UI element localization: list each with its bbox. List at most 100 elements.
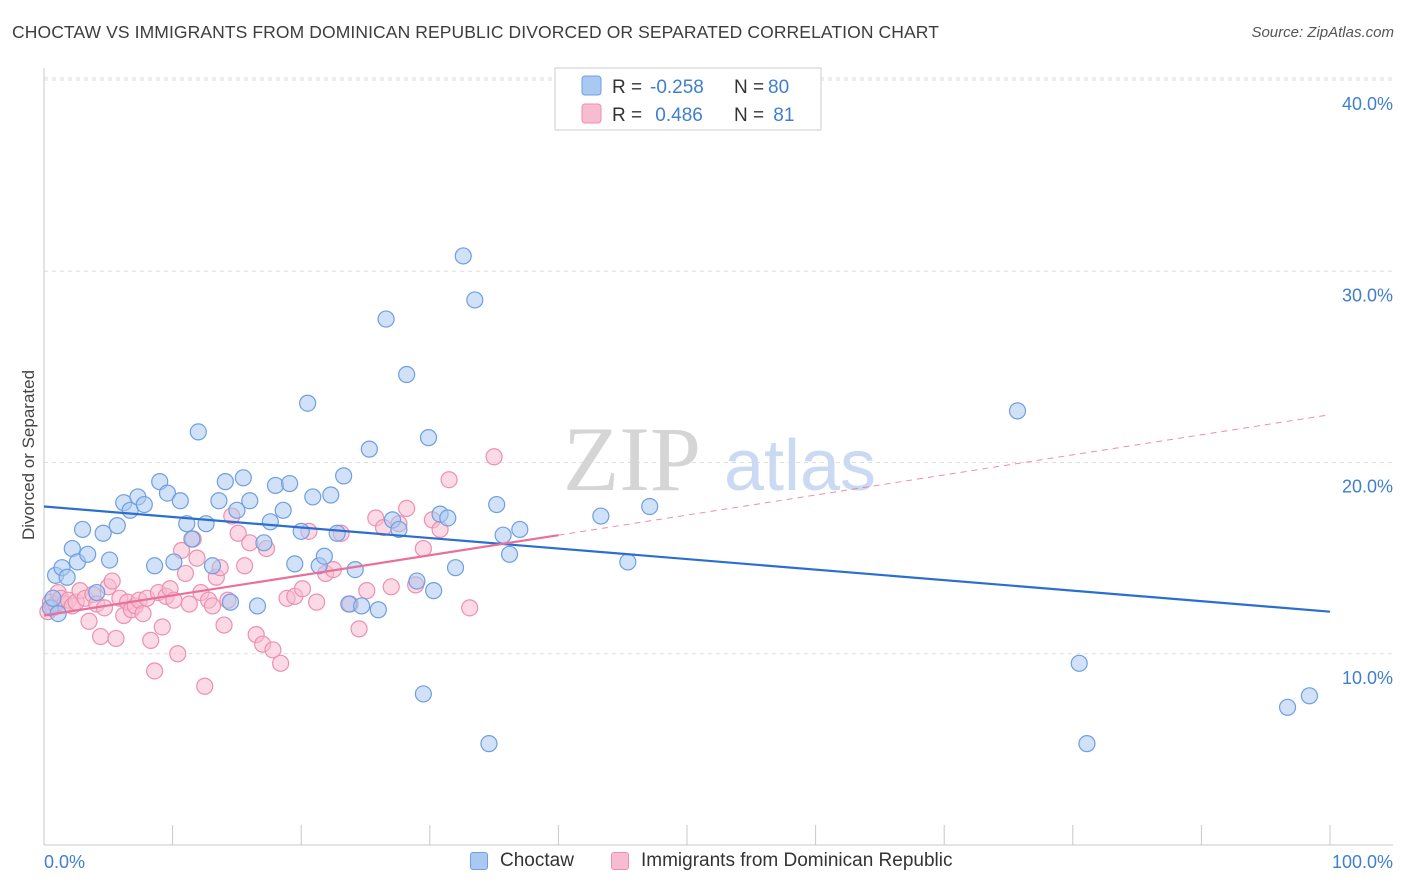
choctaw-point <box>171 492 189 510</box>
choctaw-point <box>73 520 92 539</box>
choctaw-point <box>228 501 246 519</box>
choctaw-point <box>183 530 201 548</box>
dominican-point <box>188 549 206 567</box>
legend-swatch-dominican <box>581 103 602 124</box>
choctaw-point <box>135 495 153 514</box>
dominican-point <box>461 599 479 617</box>
choctaw-point <box>641 497 659 516</box>
legend-n-label-1: N = <box>734 77 769 98</box>
choctaw-point <box>425 582 443 600</box>
legend-r-label-2: R = <box>612 105 647 126</box>
choctaw-point <box>100 551 119 569</box>
dominican-point <box>308 593 326 611</box>
dominican-point <box>236 557 254 575</box>
dominican-point <box>215 616 233 634</box>
choctaw-point <box>165 553 183 571</box>
dominican-point <box>272 654 290 672</box>
choctaw-point <box>1078 735 1096 753</box>
chart-title: CHOCTAW VS IMMIGRANTS FROM DOMINICAN REP… <box>12 22 939 42</box>
dominican-point <box>264 641 282 659</box>
choctaw-point <box>178 515 196 533</box>
legend-r-label-1: R = <box>612 77 647 98</box>
choctaw-point <box>274 501 292 519</box>
choctaw-trend-line <box>43 505 1331 613</box>
bottom-legend-choctaw: Choctaw <box>470 850 574 872</box>
choctaw-point <box>44 589 62 607</box>
choctaw-point <box>216 473 234 491</box>
choctaw-point <box>592 507 610 525</box>
y-tick-label: 10.0% <box>1342 668 1393 688</box>
choctaw-point <box>286 555 304 573</box>
bottom-legend-dominican: Immigrants from Dominican Republic <box>611 850 953 872</box>
y-tick-label: 40.0% <box>1342 94 1393 114</box>
legend-swatch-choctaw <box>581 75 602 96</box>
choctaw-point <box>466 291 484 309</box>
choctaw-point <box>619 553 637 571</box>
choctaw-point <box>255 534 273 552</box>
choctaw-point <box>58 568 76 586</box>
dominican-point <box>229 524 247 542</box>
choctaw-point <box>145 557 164 575</box>
choctaw-point <box>203 557 222 575</box>
y-axis-label: Divorced or Separated <box>19 370 38 540</box>
dominican-trend-line <box>43 534 559 617</box>
choctaw-point <box>261 513 279 531</box>
choctaw-point <box>234 469 252 487</box>
choctaw-point <box>1278 698 1297 716</box>
choctaw-point <box>266 476 285 495</box>
choctaw-point <box>1070 654 1088 672</box>
legend-n-value-1: 80 <box>768 77 789 98</box>
choctaw-point <box>408 572 426 590</box>
choctaw-point <box>511 520 529 539</box>
choctaw-point <box>292 522 310 540</box>
dominican-trend-extension <box>558 414 1331 536</box>
choctaw-point <box>299 394 317 412</box>
bottom-legend-swatch-dominican <box>611 852 629 870</box>
choctaw-point <box>446 559 465 577</box>
dominican-point <box>91 627 110 646</box>
y-tick-label: 20.0% <box>1342 477 1393 497</box>
choctaw-point <box>94 524 112 542</box>
dominican-point <box>440 471 458 489</box>
legend-r-value-2: 0.486 <box>650 105 703 126</box>
choctaw-point <box>304 488 322 506</box>
dominican-point <box>485 448 503 466</box>
choctaw-point <box>398 365 416 384</box>
watermark: ZIP atlas <box>563 408 876 510</box>
choctaw-point <box>158 484 177 502</box>
dominican-point <box>134 604 152 623</box>
dominican-point <box>382 578 400 596</box>
choctaw-point <box>108 517 126 535</box>
dominican-point <box>142 631 160 649</box>
dominican-point <box>169 645 187 663</box>
dominican-point <box>180 595 198 613</box>
choctaw-point <box>494 526 512 544</box>
choctaw-point <box>454 247 472 265</box>
choctaw-point <box>322 486 340 504</box>
choctaw-point <box>500 545 519 563</box>
x-axis-min-label: 0.0% <box>44 852 86 872</box>
choctaw-point <box>360 440 378 458</box>
choctaw-point <box>1008 402 1027 420</box>
legend-r-value-1: -0.258 <box>650 77 704 98</box>
dominican-point <box>414 539 432 558</box>
choctaw-point <box>221 593 240 611</box>
choctaw-point <box>88 583 106 602</box>
choctaw-point <box>439 509 457 527</box>
choctaw-point <box>488 495 506 514</box>
choctaw-point <box>346 560 364 579</box>
dominican-point <box>145 662 164 680</box>
axes: 10.0% 20.0% 30.0% 40.0% <box>43 68 1393 846</box>
bottom-legend: Choctaw Immigrants from Dominican Republ… <box>0 850 1406 878</box>
dominican-point <box>358 582 376 600</box>
legend-n-value-2: 81 <box>768 105 794 126</box>
dominican-point <box>176 564 195 583</box>
source-label: Source: ZipAtlas.com <box>1251 24 1394 41</box>
choctaw-point <box>1300 687 1319 705</box>
choctaw-point <box>248 597 267 615</box>
choctaw-point <box>210 492 228 510</box>
legend-box: R = -0.258 N = 80 R = 0.486 N = 81 <box>554 67 822 131</box>
choctaw-point <box>419 429 438 447</box>
dominican-point <box>293 580 312 598</box>
bottom-legend-label-dominican: Immigrants from Dominican Republic <box>641 850 953 871</box>
